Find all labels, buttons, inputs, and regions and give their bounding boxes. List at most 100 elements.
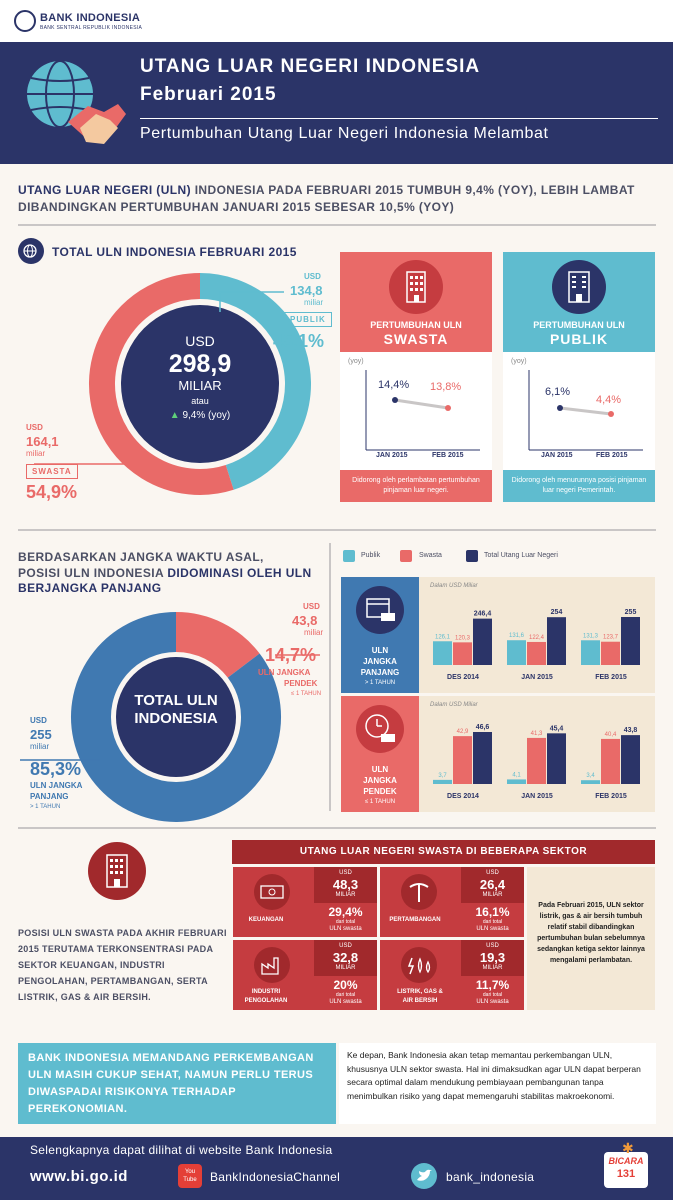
sector-currency-industri: USD <box>339 943 352 949</box>
donut-center-unit: MILIAR <box>178 378 222 393</box>
sector-pct-pertambangan: 16,1% <box>475 905 510 919</box>
sector-unit-listrik: MILIAR <box>482 965 503 971</box>
short-sub: ≤ 1 TAHUN <box>291 691 322 697</box>
footer <box>0 1137 673 1200</box>
globe-handshake-icon <box>27 60 126 144</box>
short-label-1: ULN JANGKA <box>258 668 311 677</box>
bar-label-1-1: 122,4 <box>529 635 545 641</box>
category-label-0: DES 2014 <box>447 674 479 681</box>
swasta-growth-note: Didorong oleh perlambatan pertumbuhan pi… <box>340 470 492 502</box>
long-label-1: ULN JANGKA <box>30 781 83 790</box>
donut2-center <box>116 657 236 777</box>
long-value: 255 <box>30 727 52 742</box>
short-currency: USD <box>303 602 320 611</box>
publik-jan-value: 6,1% <box>545 386 571 398</box>
donut-slice-publik <box>199 273 311 490</box>
electricity-gas-water-icon <box>401 947 437 983</box>
publik-growth-note: Didorong oleh menurunnya posisi pinjaman… <box>503 470 655 502</box>
sector-unit-industri: MILIAR <box>335 965 356 971</box>
header-period: Februari 2015 <box>140 84 277 105</box>
long-term-bar-chart: 126,1 120,3 246,4 DES 2014 131,6 122,4 254 JAN … <box>433 609 640 681</box>
divider-3 <box>18 827 656 829</box>
swasta-jan-label: JAN 2015 <box>376 452 408 459</box>
swasta-feb-point <box>445 405 451 411</box>
swasta-percent: 54,9% <box>26 482 78 502</box>
bar-label-1-2: 123,7 <box>603 635 619 641</box>
short-panel-label-2: JANGKA <box>363 776 397 785</box>
short-panel-sub: ≤ 1 TAHUN <box>364 799 396 805</box>
publik-percent: 45,1% <box>273 331 325 351</box>
bar-2-1 <box>547 617 566 665</box>
sectors-note: Pada Februari 2015, ULN sektor listrik, … <box>537 902 645 964</box>
header-banner <box>0 42 673 164</box>
swasta-jan-point <box>392 397 398 403</box>
sectors-banner <box>232 840 655 864</box>
header-title: UTANG LUAR NEGERI INDONESIA <box>140 56 481 77</box>
footer-more: Selengkapnya dapat dilihat di website Ba… <box>30 1143 333 1157</box>
sector-pct-keuangan: 29,4% <box>328 905 363 919</box>
short-term-panel-label: ULN JANGKA PENDEK <box>341 764 419 797</box>
short-percent: 14,7% <box>265 645 317 665</box>
corporate-building-icon <box>88 842 146 900</box>
long-currency: USD <box>30 716 47 725</box>
footer-website-link[interactable]: www.bi.go.id <box>30 1168 128 1185</box>
sector-pct-note1-keuangan: dari total <box>335 919 356 925</box>
conclusion-right-box <box>339 1043 656 1124</box>
sector-pct-note1-pertambangan: dari total <box>482 919 503 925</box>
publik-growth-title1: PERTUMBUHAN ULN <box>533 320 625 330</box>
swasta-jan-value: 14,4% <box>378 379 410 391</box>
maturity-center-1: TOTAL ULN <box>134 692 218 709</box>
maturity-heading-1: BERDASARKAN JANGKA WAKTU ASAL, <box>18 550 264 564</box>
footer-twitter-link[interactable]: bank_indonesia <box>446 1170 535 1184</box>
bar-label-1-1: 41,3 <box>531 731 543 737</box>
sectors-banner-text: UTANG LUAR NEGERI SWASTA DI BEBERAPA SEK… <box>299 846 588 857</box>
sector-pct-note2-listrik: ULN swasta <box>476 999 509 1005</box>
sector-pct-listrik: 11,7% <box>475 978 510 992</box>
bicara-number: 131 <box>616 1168 636 1180</box>
short-chart-unit: Dalam USD Miliar <box>430 702 478 708</box>
globe-document-icon <box>18 238 44 264</box>
lead-highlight: UTANG LUAR NEGERI (ULN) <box>18 183 191 197</box>
youtube-icon: You Tube <box>178 1164 202 1188</box>
footer-youtube-link[interactable]: BankIndonesiaChannel <box>210 1170 341 1184</box>
sector-pct-note2-industri: ULN swasta <box>329 999 362 1005</box>
long-label-2: PANJANG <box>30 792 69 801</box>
bicara-label: BICARA <box>608 1156 644 1166</box>
calendar-money-icon <box>356 586 404 634</box>
donut-slice-long <box>71 612 281 822</box>
money-icon <box>254 874 290 910</box>
bar-label-0-2: 3,4 <box>586 773 595 779</box>
legend-total: Total Utang Luar Negeri <box>484 552 558 559</box>
short-unit: miliar <box>304 628 324 637</box>
conclusion-left-box <box>18 1043 336 1124</box>
legend-publik: Publik <box>361 552 381 559</box>
long-unit: miliar <box>30 742 50 751</box>
header-divider <box>140 118 658 119</box>
sector-value-box-pertambangan <box>461 867 524 903</box>
swasta-yoy-axis: (yoy) <box>348 358 364 365</box>
sector-unit-keuangan: MILIAR <box>335 892 356 898</box>
long-percent: 85,3% <box>30 759 82 779</box>
publik-value: 134,8 <box>290 283 323 298</box>
long-chart-unit: Dalam USD Miliar <box>430 583 478 589</box>
publik-growth-title2: PUBLIK <box>549 331 609 347</box>
short-panel-label-3: PENDEK <box>363 787 397 796</box>
publik-unit: miliar <box>304 298 324 307</box>
sector-value-industri: 32,8 <box>332 950 359 965</box>
factory-icon <box>254 947 290 983</box>
bar-label-1-2: 40,4 <box>605 732 617 738</box>
long-term-chart-bg <box>419 577 655 693</box>
up-arrow-icon: ▲ <box>169 410 183 421</box>
bar-label-0-1: 4,1 <box>512 772 521 778</box>
bar-label-0-2: 131,3 <box>583 633 599 639</box>
bicara-badge <box>604 1152 648 1188</box>
bar-2-1 <box>547 733 566 784</box>
vertical-divider <box>329 543 331 811</box>
swasta-feb-value: 13,8% <box>430 381 462 393</box>
sector-name-listrik: LISTRIK, GAS & AIR BERSIH <box>397 989 443 1004</box>
bar-label-2-0: 46,6 <box>476 724 490 731</box>
conclusion-left: BANK INDONESIA MEMANDANG PERKEMBANGAN UL… <box>28 1052 314 1115</box>
bar-1-0 <box>453 736 472 784</box>
divider-1 <box>18 224 656 226</box>
bar-0-0 <box>433 641 452 665</box>
